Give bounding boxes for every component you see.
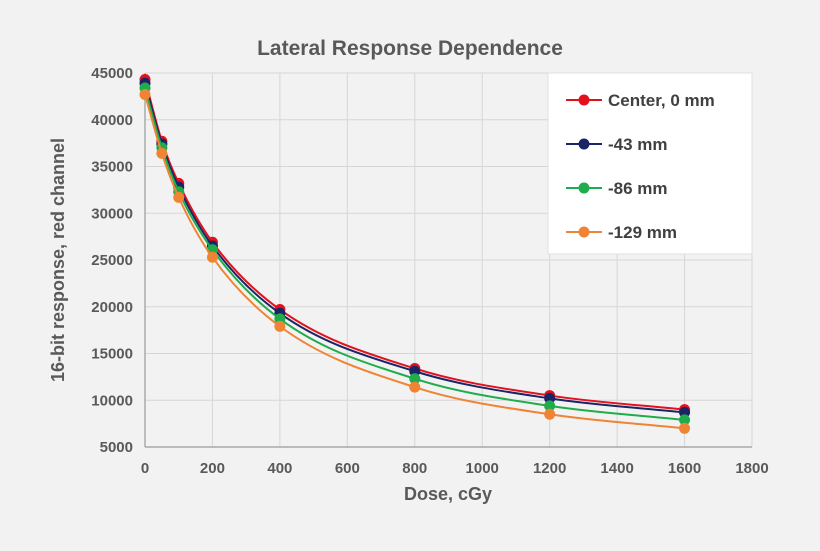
chart-title: Lateral Response Dependence	[257, 37, 563, 60]
legend-label: -86 mm	[608, 179, 668, 198]
x-tick-label: 1200	[533, 460, 566, 477]
legend-swatch-marker	[578, 94, 590, 106]
data-point	[409, 381, 421, 393]
y-axis-title: 16-bit response, red channel	[48, 138, 68, 382]
x-tick-label: 1800	[735, 460, 768, 477]
y-tick-label: 10000	[91, 392, 133, 409]
legend-item: -86 mm	[566, 179, 668, 198]
legend-swatch-marker	[578, 138, 590, 150]
legend-label: Center, 0 mm	[608, 91, 715, 110]
data-point	[274, 320, 286, 332]
legend-label: -43 mm	[608, 135, 668, 154]
data-point	[139, 89, 151, 101]
y-tick-label: 15000	[91, 346, 133, 363]
y-tick-label: 35000	[91, 159, 133, 176]
x-tick-label: 800	[402, 460, 427, 477]
legend-item: -43 mm	[566, 135, 668, 154]
data-point	[679, 422, 691, 434]
data-point	[544, 400, 556, 412]
x-tick-label: 400	[267, 460, 292, 477]
x-tick-label: 200	[200, 460, 225, 477]
data-point	[206, 251, 218, 263]
data-point	[679, 414, 691, 426]
data-point	[409, 373, 421, 385]
x-axis-title: Dose, cGy	[404, 484, 492, 504]
series-3	[139, 89, 691, 434]
axes: 0 200 400 600 800 1000 1200 1400 1600 1800 5000 100…	[91, 65, 768, 477]
x-tick-label: 1000	[466, 460, 499, 477]
legend-swatch-marker	[578, 182, 590, 194]
x-tick-label: 1400	[600, 460, 633, 477]
legend-item: -129 mm	[566, 223, 677, 242]
legend: Center, 0 mm -43 mm -86 mm -129 mm	[547, 72, 753, 255]
legend-swatch-marker	[578, 226, 590, 238]
data-point	[173, 191, 185, 203]
y-tick-label: 40000	[91, 112, 133, 129]
legend-item: Center, 0 mm	[566, 91, 715, 110]
data-point	[156, 147, 168, 159]
x-tick-label: 0	[141, 460, 149, 477]
data-point	[544, 408, 556, 420]
y-tick-label: 20000	[91, 299, 133, 316]
legend-label: -129 mm	[608, 223, 677, 242]
y-tick-label: 5000	[100, 439, 133, 456]
x-tick-label: 1600	[668, 460, 701, 477]
x-tick-label: 600	[335, 460, 360, 477]
y-tick-label: 25000	[91, 252, 133, 269]
series	[139, 74, 691, 434]
y-tick-label: 45000	[91, 65, 133, 82]
y-tick-label: 30000	[91, 205, 133, 222]
